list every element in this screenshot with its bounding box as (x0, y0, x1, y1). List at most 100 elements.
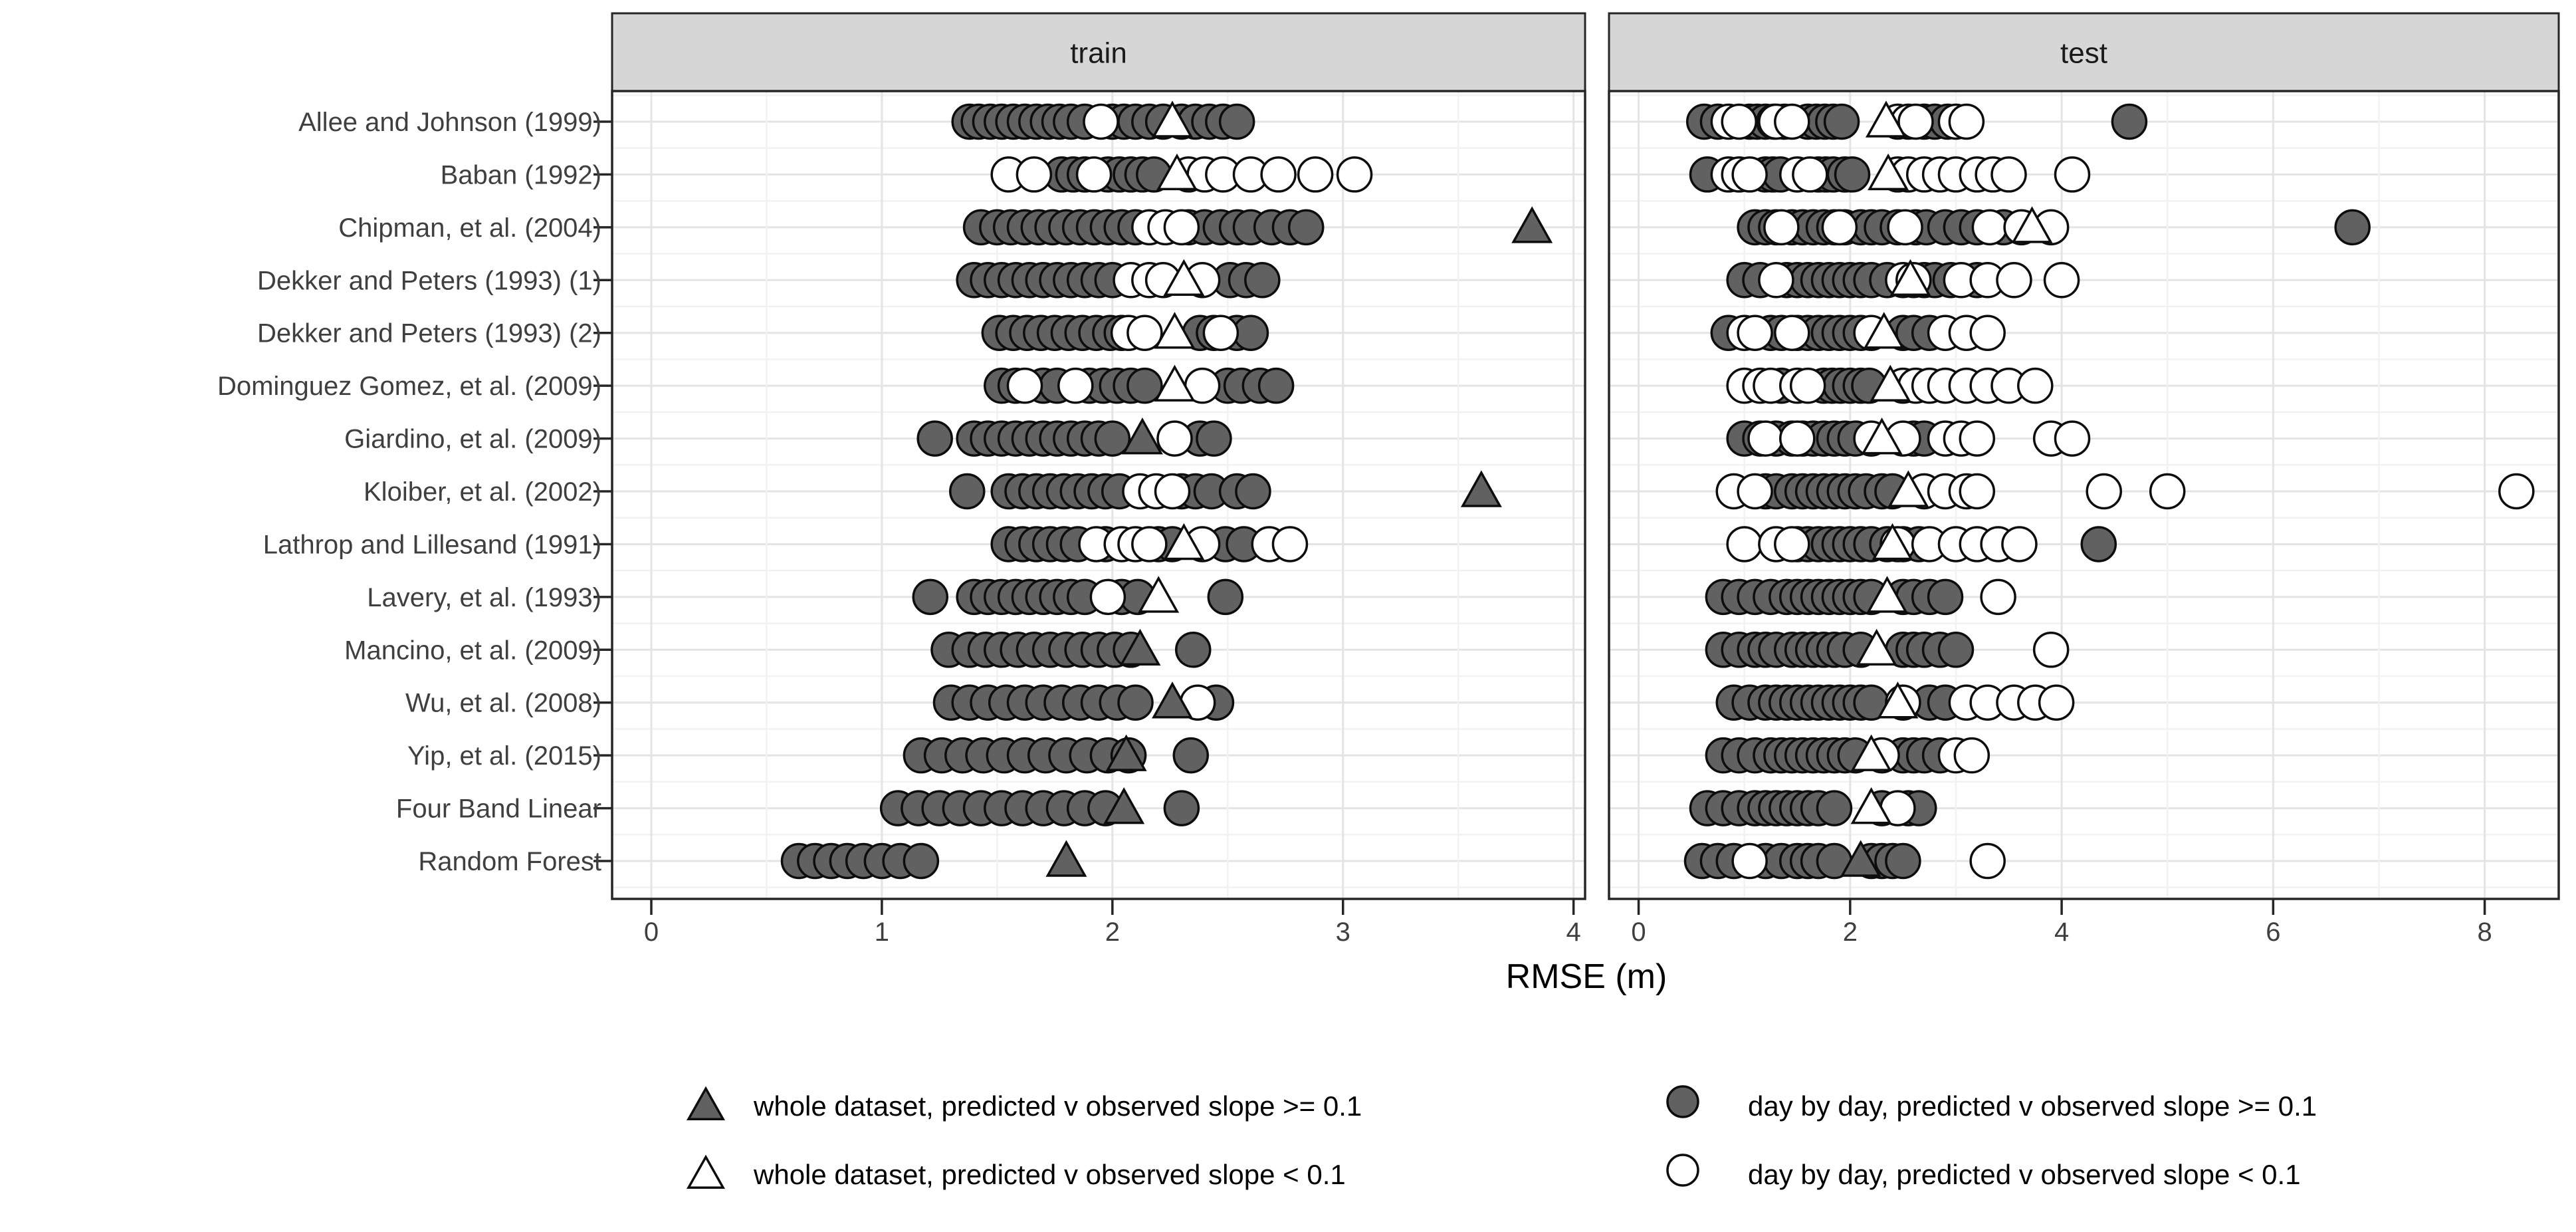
data-point-circle-open (1154, 473, 1191, 510)
data-point-triangle-filled (1511, 206, 1553, 243)
triangle-open-icon (687, 1154, 725, 1189)
data-point-circle-open (1789, 367, 1826, 404)
data-point-circle-open (2017, 367, 2054, 404)
data-point-circle-open (1969, 314, 2006, 351)
y-axis-label: Lathrop and Lillesand (1991) (263, 530, 601, 559)
x-tick-label: 1 (875, 918, 889, 947)
points-layer (780, 100, 2535, 880)
data-point-circle-open (2054, 156, 2091, 193)
data-point-circle-open (1016, 156, 1053, 193)
legend-label-whole-lt: whole dataset, predicted v observed slop… (753, 1159, 1346, 1190)
data-point-circle-open (1737, 473, 1773, 510)
data-point-triangle-open (1850, 734, 1892, 771)
data-point-circle-open (1131, 526, 1168, 562)
data-point-triangle-open (1856, 628, 1897, 666)
legend-label-daybyday-ge: day by day, predicted v observed slope >… (1748, 1090, 2317, 1122)
data-point-triangle-open (1154, 364, 1196, 402)
y-axis-label: Random Forest (418, 847, 601, 876)
data-point-circle-filled (1117, 684, 1154, 721)
data-point-circle-open (2038, 684, 2075, 721)
x-tick-label: 0 (644, 918, 659, 947)
axes-layer: train 0 1 2 3 4 test 0 2 4 6 8 Allee and Johnson (19… (217, 12, 2560, 947)
data-point-triangle-filled (1103, 787, 1145, 824)
data-point-triangle-open (1866, 576, 1908, 613)
data-point-triangle-open (1865, 100, 1907, 138)
data-point-triangle-open (1850, 787, 1892, 824)
data-point-circle-filled (1235, 473, 1271, 510)
legend: whole dataset, predicted v observed slop… (687, 1085, 2317, 1190)
data-point-circle-open (1990, 156, 2027, 193)
data-point-circle-open (1971, 209, 2008, 246)
data-point-triangle-open (1163, 523, 1205, 560)
data-point-circle-filled (2334, 209, 2371, 246)
y-axis-label: Lavery, et al. (1993) (367, 583, 601, 612)
y-axis-label: Allee and Johnson (1999) (298, 108, 601, 137)
y-axis-label: Chipman, et al. (2004) (338, 213, 601, 243)
data-point-circle-open (1980, 578, 2016, 616)
data-point-circle-filled (1207, 578, 1244, 616)
data-point-circle-open (1127, 314, 1163, 351)
data-point-circle-filled (1196, 420, 1232, 457)
data-point-circle-filled (912, 578, 948, 616)
data-point-circle-open (1792, 156, 1828, 193)
circle-filled-icon (1666, 1085, 1699, 1118)
data-point-triangle-open (1138, 576, 1180, 613)
data-point-circle-filled (1163, 790, 1200, 826)
data-point-circle-filled (1287, 209, 1325, 246)
data-point-circle-open (1763, 209, 1800, 246)
data-point-circle-open (1996, 262, 2032, 299)
data-point-triangle-filled (1045, 840, 1087, 877)
data-point-triangle-filled (1152, 681, 1193, 719)
data-point-circle-filled (1244, 262, 1281, 299)
data-point-circle-open (1959, 420, 1996, 457)
data-point-circle-filled (1257, 367, 1295, 404)
data-point-circle-filled (2111, 103, 2148, 140)
data-point-triangle-filled (1105, 734, 1147, 771)
data-point-circle-open (1758, 262, 1794, 299)
facet-strip-label: test (2060, 37, 2107, 70)
data-point-triangle-open (2011, 206, 2053, 243)
data-point-circle-open (1821, 209, 1858, 246)
data-point-circle-filled (1094, 420, 1131, 457)
data-point-circle-open (1948, 103, 1985, 140)
data-point-circle-open (1057, 367, 1094, 404)
data-point-circle-filled (1172, 737, 1210, 774)
data-point-circle-open (1271, 526, 1309, 562)
data-point-circle-filled (1823, 103, 1860, 140)
data-point-circle-open (1336, 156, 1373, 193)
y-axis-label: Mancino, et al. (2009) (344, 636, 601, 665)
data-point-triangle-filled (1119, 628, 1161, 666)
data-point-circle-open (1163, 209, 1200, 246)
data-point-circle-open (1953, 737, 1990, 774)
data-point-triangle-open (1877, 681, 1919, 719)
data-point-circle-open (1726, 526, 1763, 562)
circle-open-icon (1666, 1154, 1699, 1187)
data-point-triangle-open (1868, 153, 1909, 191)
x-tick-label: 2 (1843, 918, 1858, 947)
facet-strip-label: train (1070, 37, 1127, 70)
data-point-triangle-open (1889, 259, 1931, 297)
data-point-circle-open (1202, 314, 1239, 351)
data-point-circle-open (2054, 420, 2091, 457)
y-axis-label: Wu, et al. (2008) (405, 689, 601, 718)
data-point-triangle-open (1887, 470, 1929, 507)
data-point-triangle-open (1152, 100, 1193, 138)
facet-strip (1608, 12, 2560, 92)
data-point-circle-filled (916, 420, 953, 457)
y-axis-label: Four Band Linear (396, 795, 601, 824)
data-point-circle-open (2001, 526, 2038, 562)
data-point-circle-open (1731, 842, 1768, 880)
data-point-circle-filled (1937, 632, 1975, 668)
y-axis-label: Dekker and Peters (1993) (2) (257, 319, 601, 348)
data-point-triangle-open (1872, 523, 1913, 560)
x-tick-label: 4 (2054, 918, 2069, 947)
data-point-circle-filled (2080, 526, 2117, 562)
data-point-circle-filled (1174, 632, 1212, 668)
data-point-triangle-filled (1840, 840, 1881, 877)
data-point-circle-open (1897, 103, 1934, 140)
data-point-circle-open (2086, 473, 2122, 510)
data-point-circle-open (1774, 526, 1810, 562)
data-point-triangle-open (1156, 153, 1198, 191)
